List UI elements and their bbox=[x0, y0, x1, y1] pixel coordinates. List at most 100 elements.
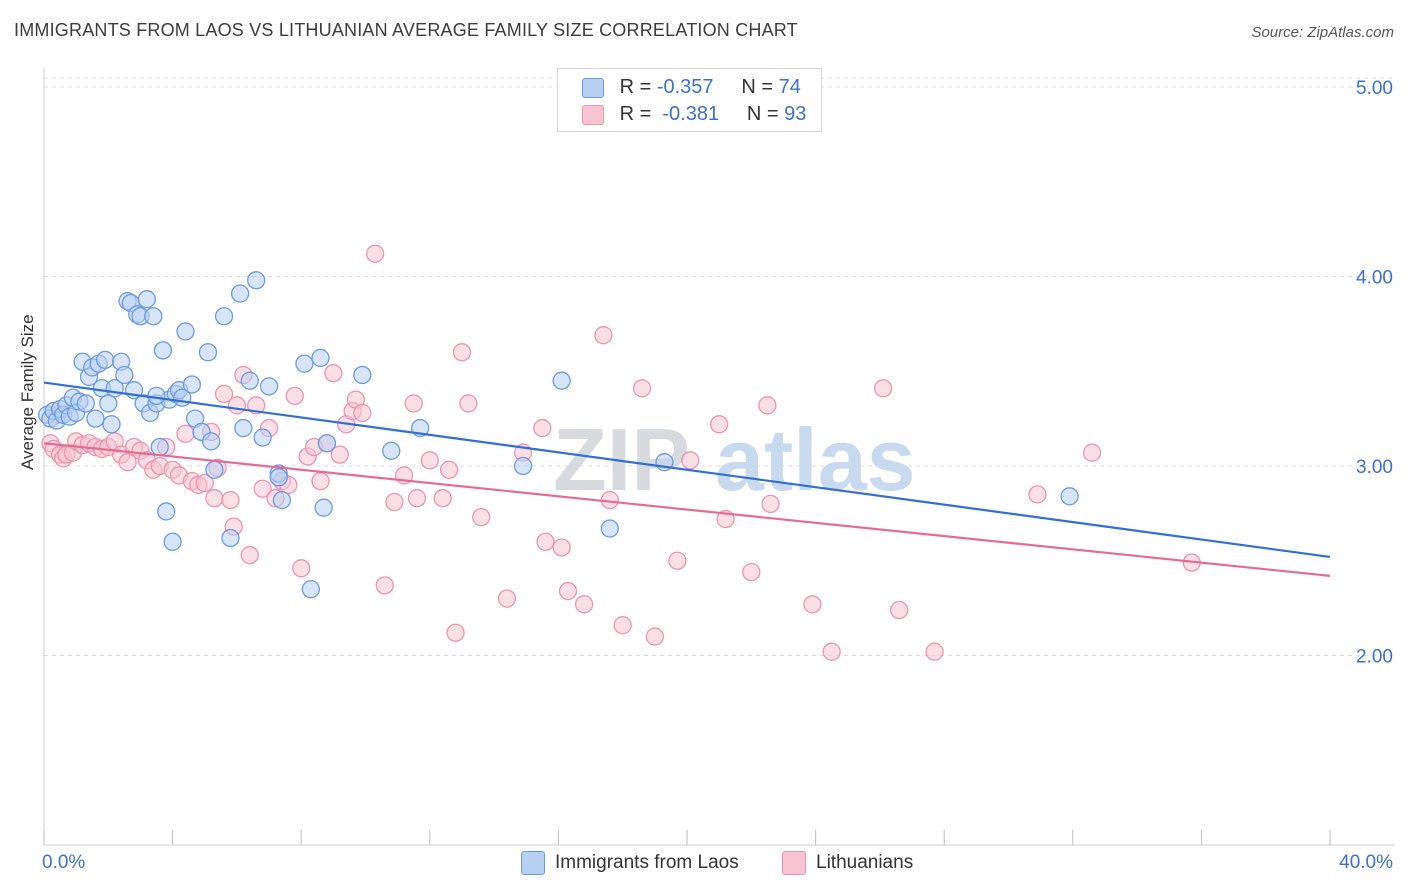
laos-point bbox=[202, 432, 221, 451]
lithuanians-point bbox=[330, 445, 349, 464]
lithuanians-point bbox=[247, 396, 266, 415]
laos-point bbox=[301, 580, 320, 599]
laos-point bbox=[147, 386, 166, 406]
lithuanians-point bbox=[758, 396, 777, 415]
laos-point bbox=[205, 460, 224, 479]
lithuanians-point bbox=[240, 545, 259, 565]
lithuanians-point bbox=[710, 415, 729, 434]
r-label: R = bbox=[619, 103, 652, 125]
laos-point bbox=[115, 365, 134, 385]
laos-legend-swatch bbox=[521, 851, 545, 875]
laos-point bbox=[314, 498, 333, 517]
laos-point bbox=[157, 502, 176, 521]
watermark: ZIP atlas bbox=[553, 410, 916, 509]
lithuanians-point bbox=[205, 489, 224, 508]
lithuanians-point bbox=[433, 489, 452, 508]
lithuanians-point bbox=[632, 379, 652, 398]
laos-point bbox=[153, 341, 173, 360]
lithuanians-point bbox=[311, 471, 330, 491]
lithuanians-point bbox=[552, 538, 571, 557]
laos-point bbox=[230, 284, 250, 303]
lithuanians-point bbox=[353, 403, 372, 423]
lithuanians-point bbox=[214, 384, 234, 404]
lithuanians-point bbox=[375, 576, 394, 595]
lithuanians-point bbox=[285, 386, 304, 406]
legend-row-lithuanians: R = -0.381 N = 93 bbox=[582, 101, 806, 127]
lithuanians-point bbox=[292, 559, 311, 578]
laos-point bbox=[86, 409, 105, 428]
legend-label-lithuanians: Lithuanians bbox=[816, 852, 914, 874]
laos-point bbox=[144, 307, 163, 326]
lithuanians-point bbox=[446, 623, 465, 642]
lithuanians-point bbox=[439, 460, 459, 479]
legend-label-laos: Immigrants from Laos bbox=[555, 852, 739, 874]
laos-point bbox=[253, 428, 272, 447]
lithuanians-point bbox=[822, 642, 841, 661]
laos-points bbox=[38, 271, 1079, 599]
lithuanians-point bbox=[873, 379, 893, 398]
laos-point bbox=[182, 375, 202, 394]
x-tick-label-min: 0.0% bbox=[42, 852, 86, 873]
lithuanians-point bbox=[472, 507, 491, 527]
lithuanians-point bbox=[420, 451, 439, 470]
lithuanians-point bbox=[574, 595, 594, 614]
laos-point bbox=[198, 343, 218, 362]
laos-point bbox=[1060, 487, 1079, 506]
lithuanians-point bbox=[324, 363, 343, 383]
chart-title: IMMIGRANTS FROM LAOS VS LITHUANIAN AVERA… bbox=[14, 20, 798, 40]
laos-point bbox=[552, 371, 571, 390]
y-tick-label: 2.00 bbox=[1356, 646, 1393, 667]
laos-swatch bbox=[582, 77, 604, 98]
laos-point bbox=[259, 377, 279, 396]
lithuanians-point bbox=[536, 532, 555, 551]
lithuanians-point bbox=[365, 244, 385, 263]
laos-point bbox=[382, 441, 401, 460]
lithuanians-point bbox=[890, 600, 909, 620]
laos-trend-line bbox=[43, 381, 1331, 559]
source-label: Source: ZipAtlas.com bbox=[1251, 24, 1394, 41]
laos-point bbox=[163, 532, 182, 551]
lithuanians-swatch bbox=[582, 104, 604, 125]
stats-legend: R = -0.357 N = 74 R = -0.381 N = 93 bbox=[557, 68, 822, 132]
laos-point bbox=[353, 365, 372, 385]
lithuanians-point bbox=[925, 642, 944, 661]
lithuanians-point bbox=[761, 494, 780, 514]
lithuanians-point bbox=[459, 394, 478, 413]
lithuanians-points bbox=[41, 244, 1201, 661]
legend-item-laos: Immigrants from Laos bbox=[521, 851, 739, 875]
laos-point bbox=[240, 371, 259, 390]
lithuanians-point bbox=[645, 627, 664, 646]
lithuanians-point bbox=[594, 326, 613, 345]
lithuanians-point bbox=[558, 581, 578, 601]
laos-point bbox=[176, 322, 195, 341]
laos-point bbox=[600, 519, 619, 538]
lithuanians-point bbox=[742, 562, 761, 582]
laos-point bbox=[311, 348, 330, 368]
y-axis-label: Average Family Size bbox=[18, 314, 37, 470]
n-label: N = bbox=[741, 76, 774, 98]
laos-point bbox=[247, 271, 266, 290]
y-tick-label: 3.00 bbox=[1356, 457, 1393, 478]
svg-text:atlas: atlas bbox=[715, 410, 916, 509]
r-value: -0.381 bbox=[662, 103, 720, 125]
laos-point bbox=[513, 456, 533, 476]
lithuanians-trend-line bbox=[43, 442, 1331, 577]
lithuanians-point bbox=[227, 396, 247, 415]
lithuanians-point bbox=[407, 489, 427, 508]
laos-point bbox=[102, 415, 121, 434]
laos-point bbox=[95, 350, 115, 369]
laos-point bbox=[150, 437, 169, 457]
lithuanians-point bbox=[221, 490, 240, 510]
laos-point bbox=[214, 307, 234, 326]
lithuanians-point bbox=[404, 394, 423, 413]
r-label: R = bbox=[619, 76, 652, 98]
laos-point bbox=[99, 394, 118, 413]
laos-point bbox=[221, 528, 240, 548]
x-tick-label-max: 40.0% bbox=[1339, 852, 1393, 873]
lithuanians-point bbox=[452, 343, 472, 362]
n-value: 74 bbox=[778, 76, 801, 98]
y-tick-label: 5.00 bbox=[1356, 78, 1393, 99]
trend-lines bbox=[43, 381, 1331, 577]
laos-point bbox=[317, 434, 337, 453]
lithuanians-point bbox=[668, 551, 687, 570]
